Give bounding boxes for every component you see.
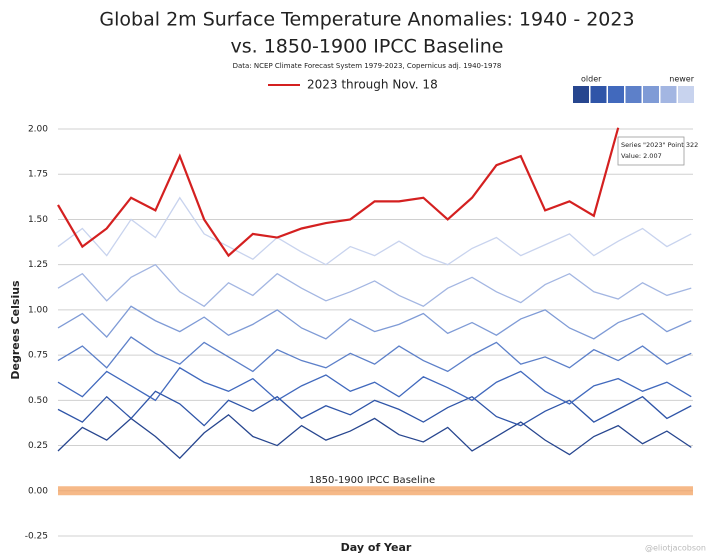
y-tick-label: 1.25: [28, 260, 48, 270]
tooltip-title: Series "2023" Point 322: [621, 141, 698, 149]
series-line: [57, 413, 692, 460]
chart-title: Global 2m Surface Temperature Anomalies:…: [99, 9, 634, 31]
series-line-highlight: [57, 127, 620, 258]
legend-swatch: [608, 86, 624, 103]
y-tick-label: 1.50: [28, 215, 48, 225]
credit: @eliotjacobson: [645, 544, 706, 553]
legend-older: older: [581, 75, 602, 84]
y-tick-label: 2.00: [28, 125, 48, 135]
legend-swatch: [643, 86, 659, 103]
legend-newer: newer: [669, 75, 694, 84]
y-tick-label: 0.00: [28, 486, 48, 496]
legend-label: 2023 through Nov. 18: [307, 78, 438, 92]
series-line: [57, 196, 692, 266]
series-line: [57, 263, 692, 308]
y-tick-label: 0.50: [28, 396, 48, 406]
legend-swatch: [660, 86, 677, 103]
legend-swatch: [625, 86, 642, 103]
series-line: [57, 305, 692, 340]
legend-swatch: [590, 86, 607, 103]
chart-subtitle: vs. 1850-1900 IPCC Baseline: [230, 36, 503, 58]
series-line: [57, 390, 692, 427]
series-line: [57, 336, 692, 373]
y-tick-label: -0.25: [25, 532, 48, 542]
y-tick-label: 1.00: [28, 305, 48, 315]
series-line: [57, 366, 692, 405]
x-axis-label: Day of Year: [341, 541, 412, 554]
y-tick-label: 1.75: [28, 170, 48, 180]
baseline-label: 1850-1900 IPCC Baseline: [309, 475, 435, 486]
y-tick-label: 0.75: [28, 351, 48, 361]
legend-swatch: [573, 86, 589, 103]
y-tick-label: 0.25: [28, 441, 48, 451]
tooltip-box: [617, 136, 685, 166]
legend-swatch: [678, 86, 694, 103]
tooltip-value: Value: 2.007: [621, 152, 662, 160]
source-note: Data: NCEP Climate Forecast System 1979-…: [233, 62, 502, 70]
y-axis-label: Degrees Celsius: [9, 280, 22, 380]
